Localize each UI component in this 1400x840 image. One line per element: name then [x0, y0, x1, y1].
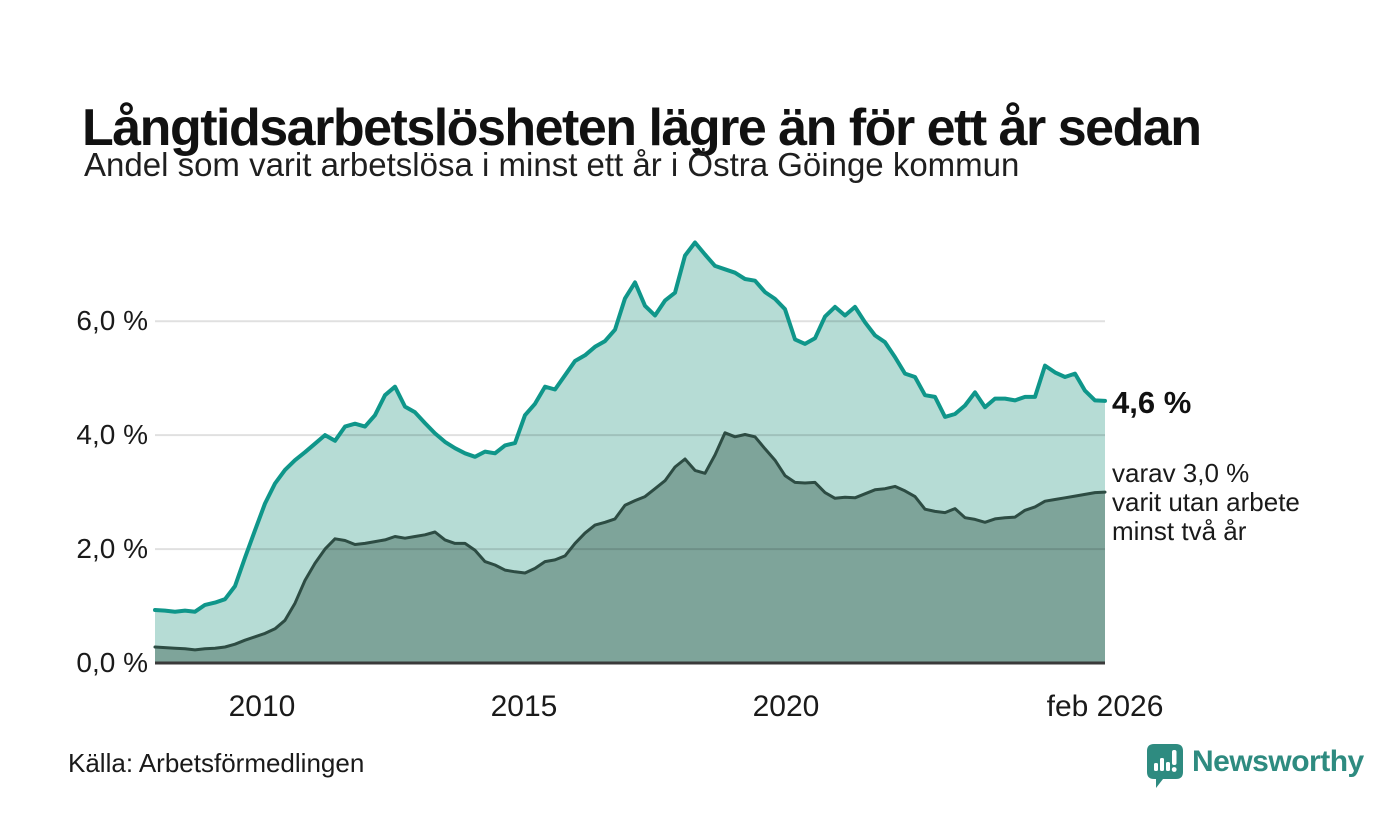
detail-line-1: varav 3,0 %	[1112, 458, 1250, 488]
latest-detail-label: varav 3,0 % varit utan arbete minst två …	[1112, 459, 1382, 546]
newsworthy-logo-text: Newsworthy	[1192, 745, 1364, 778]
page-subtitle: Andel som varit arbetslösa i minst ett å…	[84, 146, 1020, 183]
y-axis-label-2: 2,0 %	[76, 533, 148, 564]
x-axis-label-2015: 2015	[490, 690, 558, 723]
newsworthy-logo: Newsworthy	[1146, 743, 1364, 789]
x-axis-label-2010: 2010	[228, 690, 296, 723]
page-title: Långtidsarbetslösheten lägre än för ett …	[82, 98, 1202, 157]
latest-value-label: 4,6 %	[1112, 385, 1192, 420]
detail-line-2: varit utan arbete	[1112, 487, 1300, 517]
detail-line-3: minst två år	[1112, 516, 1247, 546]
source-label: Källa: Arbetsförmedlingen	[68, 748, 365, 778]
newsworthy-bubble-chart-icon	[1147, 744, 1183, 788]
y-axis-label-6: 6,0 %	[76, 305, 148, 336]
y-axis-label-4: 4,0 %	[76, 419, 148, 450]
x-axis-label-feb-2026: feb 2026	[1046, 690, 1164, 723]
x-axis-label-2020: 2020	[752, 690, 820, 723]
y-axis-label-0: 0,0 %	[76, 647, 148, 678]
